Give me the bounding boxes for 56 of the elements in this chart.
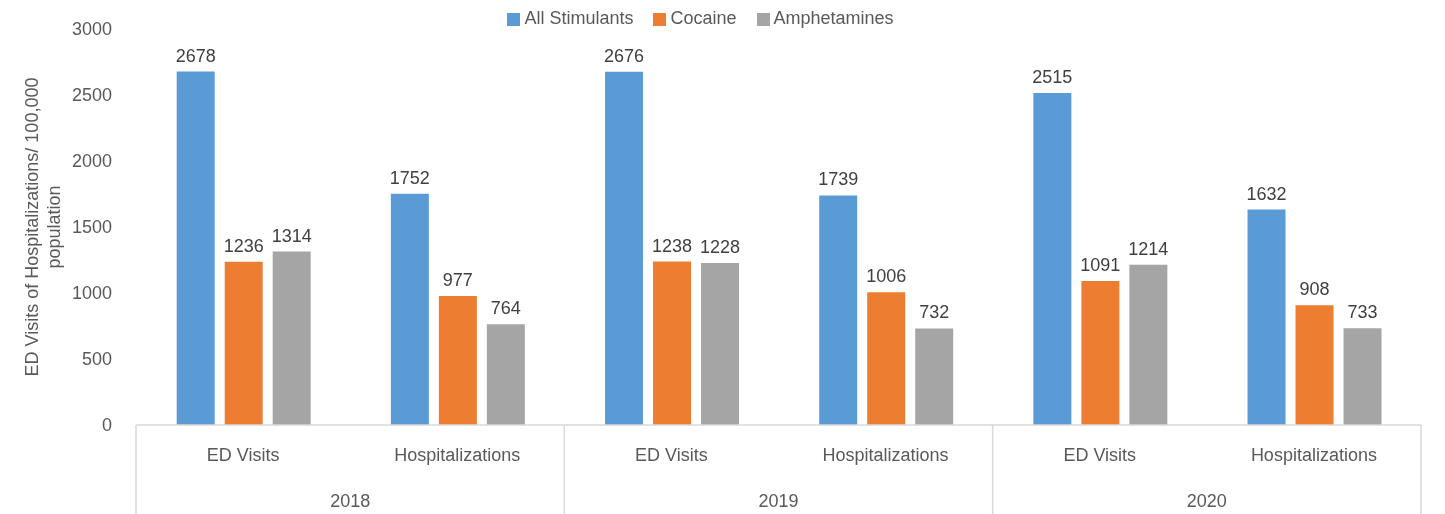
data-label: 1214: [1128, 238, 1169, 259]
data-label: 1632: [1246, 183, 1287, 204]
bar: [1343, 328, 1382, 425]
data-label: 1091: [1080, 254, 1121, 275]
data-label: 1228: [700, 236, 741, 257]
data-label: 977: [442, 270, 473, 291]
text: 2019: [758, 491, 799, 511]
x-tick-label: ED Visits: [206, 445, 280, 465]
x-tick-label: Hospitalizations: [394, 445, 521, 465]
bar: [1129, 264, 1168, 425]
data-label: 1238: [652, 235, 693, 256]
bar: [1081, 280, 1120, 425]
y-tick-label: 2000: [71, 151, 112, 172]
text: 2018: [330, 491, 371, 511]
bar: [915, 328, 954, 425]
text: 2020: [1186, 491, 1227, 511]
bar: [653, 261, 692, 425]
bar: [438, 296, 477, 425]
data-label: 1739: [818, 169, 859, 190]
data-label: 1314: [271, 225, 312, 246]
bar: [272, 251, 311, 425]
data-label: 1236: [223, 235, 264, 256]
y-tick-label: 3000: [71, 19, 112, 40]
bar: [486, 324, 525, 425]
data-label: 2515: [1032, 67, 1073, 88]
x-tick-label: ED Visits: [635, 445, 708, 465]
y-tick-label: 1000: [71, 283, 112, 304]
legend-label: Amphetamines: [773, 8, 894, 28]
bar: [819, 195, 858, 425]
data-label: 732: [919, 302, 950, 323]
bar: [176, 71, 215, 425]
data-label: 1752: [389, 167, 430, 188]
data-label: 2676: [604, 45, 645, 66]
legend-label: All Stimulants: [524, 8, 634, 28]
data-label: 2678: [175, 45, 216, 66]
bar: [1295, 305, 1334, 425]
bar: [701, 262, 740, 425]
x-tick-label: Hospitalizations: [1250, 445, 1377, 465]
data-label: 733: [1347, 302, 1378, 323]
y-tick-label: 1500: [71, 217, 112, 238]
bar: [224, 261, 263, 425]
y-tick-label: 0: [101, 415, 112, 436]
legend-label: Cocaine: [670, 8, 737, 28]
data-label: 764: [490, 298, 521, 319]
y-tick-label: 2500: [71, 85, 112, 106]
y-tick-label: 500: [81, 349, 112, 370]
x-tick-label: ED Visits: [1063, 445, 1137, 465]
data-label: 908: [1299, 279, 1330, 300]
bar: [605, 71, 644, 425]
data-label: 1006: [866, 266, 907, 287]
bar: [1033, 93, 1072, 425]
y-axis-title: ED Visits of Hospitalizations/ 100,000 population: [22, 77, 64, 377]
bar: [390, 193, 429, 425]
bar: [867, 292, 906, 425]
bar: [1247, 209, 1286, 425]
x-tick-label: Hospitalizations: [822, 445, 949, 465]
